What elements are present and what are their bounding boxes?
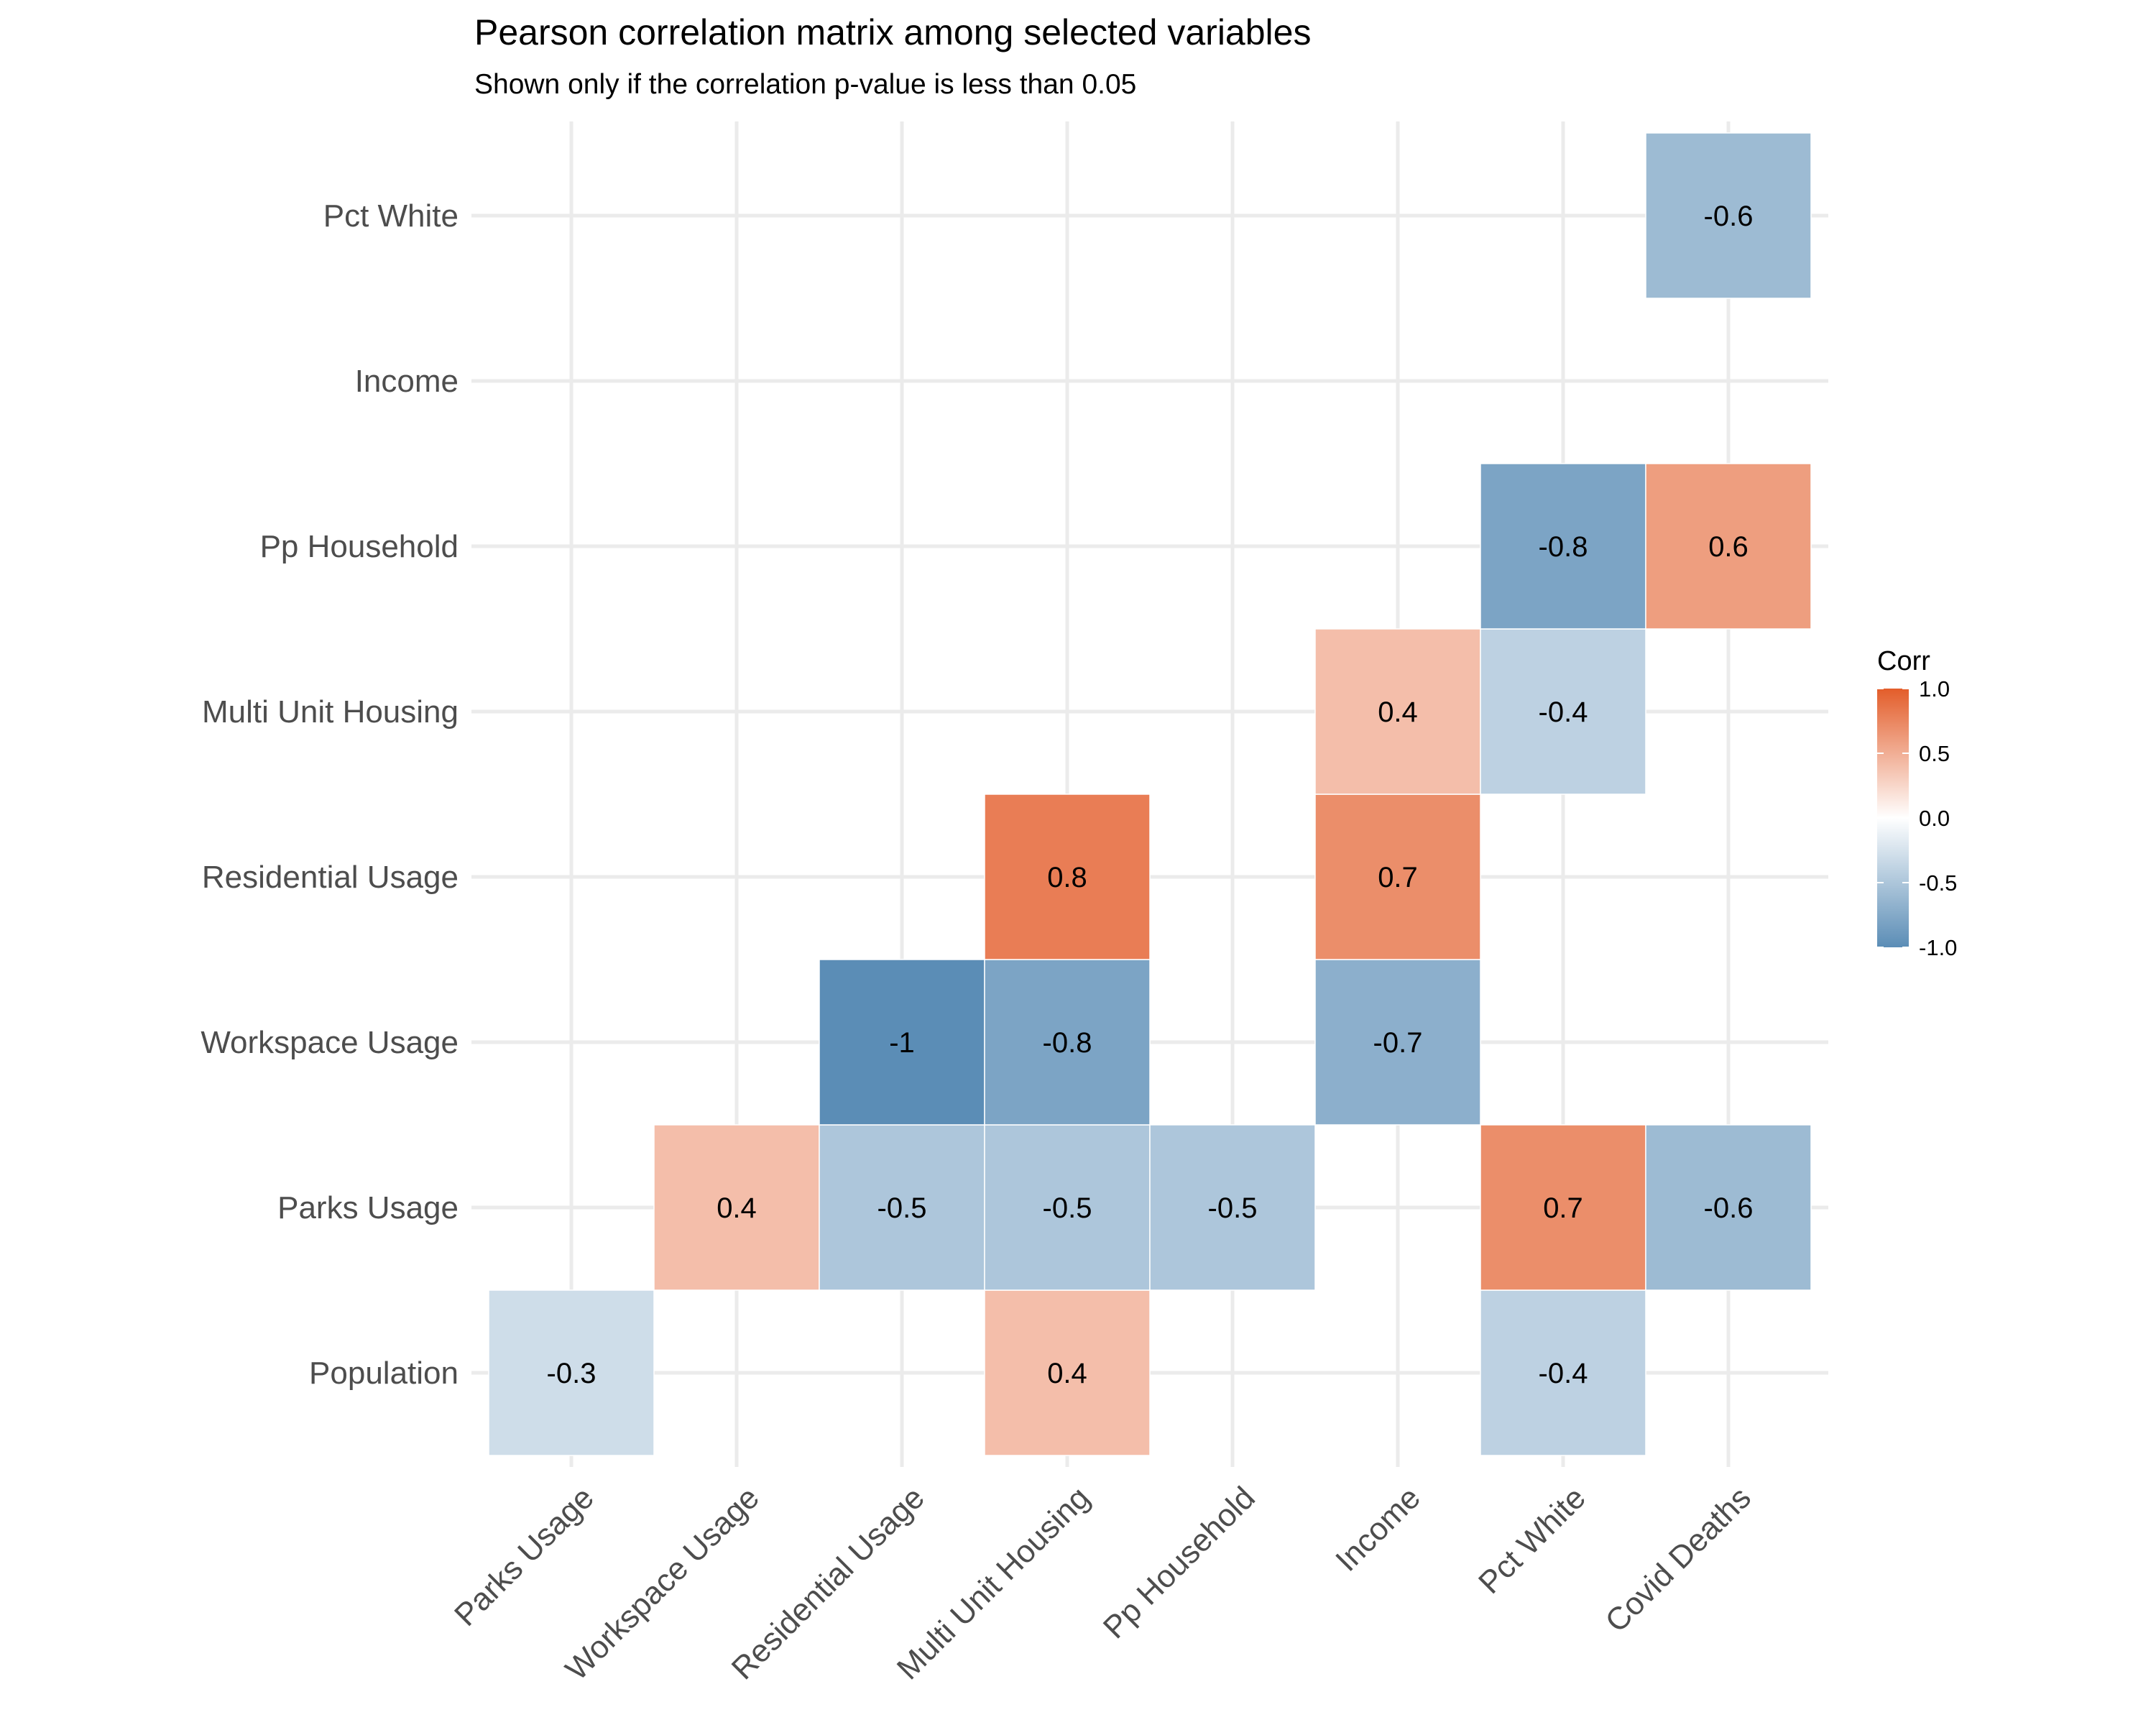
cell-value-label: 0.4: [1378, 696, 1418, 728]
heatmap-cells: -0.3 0.4 -0.4 0.4 -0.5 -0.5 -0.5 0.7 -0.6 -1 -0.8 -…: [488, 132, 1812, 1456]
legend-tick-label: 1.0: [1919, 676, 1950, 702]
legend-title: Corr: [1877, 646, 1930, 676]
legend-tick-label: -0.5: [1919, 870, 1957, 896]
heatmap-cell: [1480, 628, 1646, 795]
heatmap-cell: [819, 959, 985, 1126]
heatmap-cell: [1480, 463, 1646, 630]
y-tick-label-population: Population: [309, 1356, 459, 1391]
heatmap-cell: [819, 1124, 985, 1291]
cell-value-label: 0.8: [1047, 862, 1087, 893]
heatmap-cell: [1480, 1124, 1646, 1291]
x-tick-label-pct-white: Pct White: [1472, 1480, 1593, 1601]
x-tick-label-income: Income: [1329, 1480, 1427, 1578]
legend-tick-label: 0.0: [1919, 806, 1950, 831]
heatmap-cell: [1149, 1124, 1316, 1291]
cell-value-label: -0.5: [1043, 1192, 1092, 1224]
cell-value-label: -0.6: [1704, 1192, 1754, 1224]
heatmap-cell: [984, 1124, 1151, 1291]
legend: Corr 1.0 0.5 0.0 -0.5 -1.0: [1877, 646, 1957, 960]
y-tick-label-parks-usage: Parks Usage: [277, 1190, 459, 1225]
x-tick-label-pp-household: Pp Household: [1097, 1480, 1262, 1645]
cell-value-label: 0.4: [1047, 1358, 1087, 1389]
x-tick-label-parks-usage: Parks Usage: [448, 1480, 601, 1633]
cell-value-label: -0.5: [1208, 1192, 1258, 1224]
heatmap-cell: [653, 1124, 820, 1291]
heatmap-cell: [984, 959, 1151, 1126]
cell-value-label: 0.4: [717, 1192, 757, 1224]
cell-value-label: -0.8: [1539, 531, 1588, 563]
y-tick-label-pct-white: Pct White: [323, 198, 459, 234]
y-tick-label-residential-usage: Residential Usage: [202, 860, 459, 895]
y-tick-label-multi-unit-housing: Multi Unit Housing: [202, 694, 459, 730]
cell-value-label: 0.6: [1708, 531, 1749, 563]
legend-tick-label: 0.5: [1919, 741, 1950, 766]
cell-value-label: -0.3: [547, 1358, 596, 1389]
cell-value-label: -0.4: [1539, 696, 1588, 728]
cell-value-label: 0.7: [1543, 1192, 1583, 1224]
heatmap-cell: [1314, 959, 1481, 1126]
heatmap-cell: [1645, 1124, 1812, 1291]
cell-value-label: -0.6: [1704, 201, 1754, 232]
heatmap-cell: [1314, 794, 1481, 960]
heatmap-cell: [1314, 628, 1481, 795]
y-tick-label-workspace-usage: Workspace Usage: [201, 1025, 459, 1060]
cell-value-label: -0.7: [1373, 1027, 1423, 1059]
cell-value-label: -0.4: [1539, 1358, 1588, 1389]
heatmap-cell: [984, 794, 1151, 960]
y-axis: Population Parks Usage Workspace Usage Resi…: [201, 198, 459, 1391]
y-tick-label-income: Income: [355, 364, 459, 399]
chart-subtitle: Shown only if the correlation p-value is…: [474, 69, 1136, 100]
heatmap-cell: [1480, 1289, 1646, 1456]
chart-title: Pearson correlation matrix among selecte…: [474, 12, 1311, 52]
cell-value-label: -1: [889, 1027, 915, 1059]
cell-value-label: -0.8: [1043, 1027, 1092, 1059]
heatmap-cell: [984, 1289, 1151, 1456]
x-tick-label-covid-deaths: Covid Deaths: [1598, 1480, 1757, 1639]
heatmap-cell: [1645, 132, 1812, 299]
cell-value-label: -0.5: [877, 1192, 927, 1224]
cell-value-label: 0.7: [1378, 862, 1418, 893]
heatmap-cell: [488, 1289, 655, 1456]
y-tick-label-pp-household: Pp Household: [260, 529, 459, 564]
legend-tick-label: -1.0: [1919, 935, 1957, 960]
heatmap-cell: [1645, 463, 1812, 630]
